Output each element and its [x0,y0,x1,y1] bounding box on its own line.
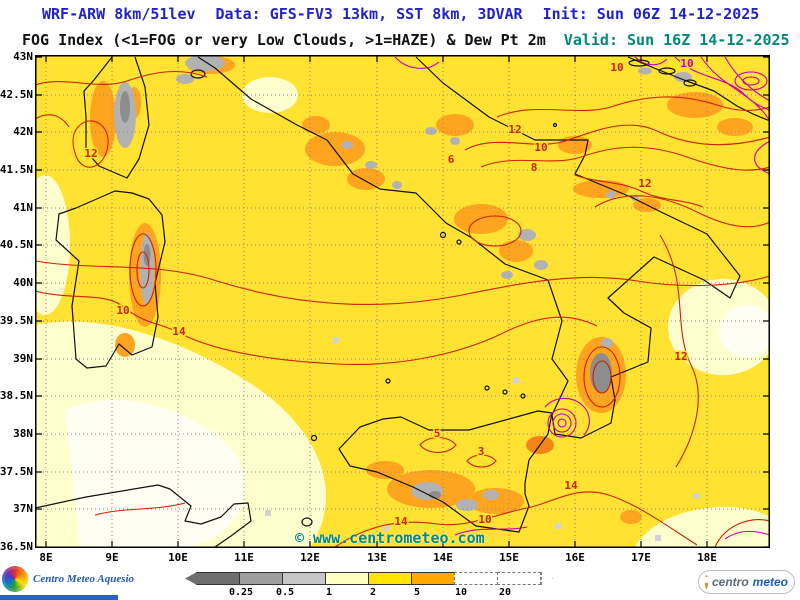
lon-label: 14E [433,551,453,564]
valid-time-label: Valid: Sun 16Z 14-12-2025 [563,31,790,49]
title-line1: WRF-ARW 8km/51lev Data: GFS-FV3 13km, SS… [42,5,759,23]
contour-label: 10 [610,61,623,74]
legend-segment [411,572,455,585]
lat-label: 41.5N [0,163,33,176]
contour-label: 10 [478,513,491,526]
contour-label: 10 [680,57,693,70]
lon-label: 11E [234,551,254,564]
lat-label: 40.5N [0,238,33,251]
data-source-label: Data: GFS-FV3 13km, SST 8km, 3DVAR [215,5,523,23]
logo-right-part2: meteo [752,575,788,589]
title-line2: FOG Index (<1=FOG or very Low Clouds, >1… [22,31,790,49]
legend-label: 5 [413,587,421,598]
contour-label: 12 [638,177,651,190]
lat-label: 39.5N [0,314,33,327]
legend-label: 1 [325,587,333,598]
watermark: © www.centrometeo.com [295,529,485,547]
lat-label: 38N [13,427,33,440]
lat-label: 37N [13,502,33,515]
lon-label: 9E [105,551,119,564]
logo-left-bar [0,595,118,600]
lat-label: 41N [13,201,33,214]
shading-gray [114,55,699,541]
contour-label: 6 [448,153,455,166]
map-area: 10 12 10 8 6 12 12 10 14 12 14 14 10 5 3… [0,50,770,564]
contour-value-labels: 10 12 10 8 6 12 12 10 14 12 14 14 10 5 3… [83,56,695,530]
legend-arrow-left-icon [185,572,197,585]
logo-right-part1: centro [711,575,749,589]
lon-label: 18E [697,551,717,564]
lon-label: 17E [631,551,651,564]
centro-meteo-aquesio-logo: Centro Meteo Aquesio [2,566,134,592]
legend-label: 10 [454,587,468,598]
parameter-label: FOG Index (<1=FOG or very Low Clouds, >1… [22,31,546,49]
lat-label: 40N [13,276,33,289]
init-time-label: Init: Sun 06Z 14-12-2025 [542,5,760,23]
legend-label: 20 [498,587,512,598]
contour-label: 12 [508,123,521,136]
dewpoint-contours-magenta [394,56,770,540]
contour-label: 12 [84,147,97,160]
legend-segment [325,572,369,585]
legend-segment [282,572,326,585]
contour-label: 10 [534,141,547,154]
lat-label: 43N [13,50,33,63]
legend-label: 2 [369,587,377,598]
legend-segment [454,572,498,585]
contour-label: 3 [478,445,485,458]
contour-label: 14 [394,515,408,528]
centrometeo-dot-icon [705,575,708,589]
map-border [35,55,770,548]
centrometeo-logo: centro meteo [698,570,795,594]
contour-label: 10 [116,304,129,317]
lat-label: 39N [13,352,33,365]
lat-label: 42.5N [0,88,33,101]
legend-segment [196,572,240,585]
lon-label: 13E [367,551,387,564]
contour-label: 12 [674,350,687,363]
lat-label: 42N [13,125,33,138]
coastlines [35,56,770,548]
lon-label: 15E [499,551,519,564]
lat-label: 36.5N [0,540,33,553]
logo-swirl-icon [2,566,28,592]
lon-label: 8E [39,551,53,564]
lon-label: 16E [565,551,585,564]
shading-pale [35,77,770,547]
lat-label: 38.5N [0,389,33,402]
dewpoint-contours-red [35,70,770,548]
logo-left-text: Centro Meteo Aquesio [33,573,135,585]
legend-bar [185,572,565,585]
map-svg: 10 12 10 8 6 12 12 10 14 12 14 14 10 5 3… [35,55,770,548]
lon-label: 10E [168,551,188,564]
contour-label: 5 [434,427,441,440]
legend-segment [239,572,283,585]
contour-label: 14 [564,479,578,492]
axis-ticks [35,55,770,548]
lat-label: 37.5N [0,465,33,478]
legend: 0.25 0.5 1 2 5 10 20 [185,572,565,598]
legend-arrow-right-icon [541,572,553,585]
legend-segment [497,572,541,585]
contour-label: 8 [531,161,538,174]
model-label: WRF-ARW 8km/51lev [42,5,196,23]
lon-label: 12E [300,551,320,564]
legend-label: 0.25 [228,587,254,598]
legend-segment [368,572,412,585]
contour-label: 14 [172,325,186,338]
legend-label: 0.5 [275,587,295,598]
